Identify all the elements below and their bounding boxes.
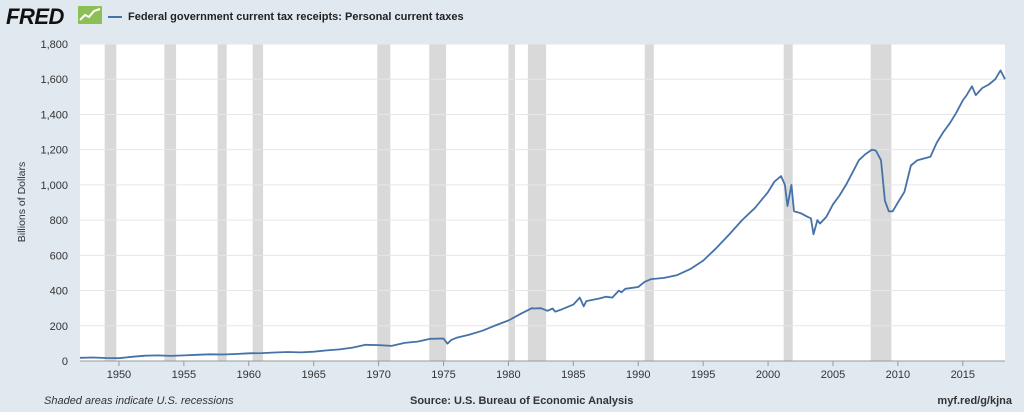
x-tick-label: 1995 — [691, 369, 715, 381]
recession-band — [377, 44, 391, 361]
logo-icon-line — [79, 8, 101, 21]
legend-series-label: Federal government current tax receipts:… — [128, 11, 464, 23]
recession-note: Shaded areas indicate U.S. recessions — [44, 395, 234, 407]
fred-logo-chart-icon — [78, 6, 102, 24]
x-tick-label: 1955 — [172, 369, 196, 381]
y-tick-label: 600 — [50, 250, 68, 262]
x-tick-label: 2000 — [756, 369, 780, 381]
recession-band — [527, 44, 547, 361]
x-tick-label: 1965 — [301, 369, 325, 381]
x-tick-label: 2015 — [951, 369, 975, 381]
y-tick-label: 1,600 — [40, 74, 68, 86]
series-line-personal-current-taxes[interactable] — [79, 69, 1006, 360]
y-tick-label: 1,800 — [40, 39, 68, 51]
x-tick-label: 1990 — [626, 369, 650, 381]
chart-header: FRED Federal government current tax rece… — [0, 0, 1024, 40]
y-tick-label: 200 — [50, 321, 68, 333]
x-axis-ticks: 1950 1955 1960 1965 1970 1975 1980 1985 1990 1995… — [107, 361, 975, 381]
recession-band — [644, 44, 654, 361]
recession-band — [508, 44, 515, 361]
x-tick-label: 1985 — [561, 369, 585, 381]
gridlines — [80, 43, 1005, 362]
x-tick-label: 1975 — [431, 369, 455, 381]
y-tick-label: 400 — [50, 286, 68, 298]
recession-band — [429, 44, 447, 361]
recession-band — [104, 44, 117, 361]
recession-band — [217, 44, 227, 361]
x-tick-label: 1970 — [366, 369, 390, 381]
recession-band — [252, 44, 264, 361]
y-axis-ticks: 0 200 400 600 800 1,000 1,200 1,400 1,600 1,800 — [40, 39, 68, 368]
x-tick-label: 1980 — [496, 369, 520, 381]
recession-band — [870, 44, 892, 361]
short-link[interactable]: myf.red/g/kjna — [937, 395, 1012, 407]
y-tick-label: 1,000 — [40, 180, 68, 192]
x-tick-label: 1950 — [107, 369, 131, 381]
line-chart: 0 200 400 600 800 1,000 1,200 1,400 1,600 1,800 1… — [16, 39, 1006, 381]
x-tick-label: 2005 — [821, 369, 845, 381]
y-tick-label: 0 — [62, 356, 68, 368]
recession-band — [164, 44, 177, 361]
y-tick-label: 800 — [50, 215, 68, 227]
y-tick-label: 1,200 — [40, 145, 68, 157]
legend-line-swatch — [108, 16, 122, 18]
source-note: Source: U.S. Bureau of Economic Analysis — [410, 395, 634, 407]
y-tick-label: 1,400 — [40, 109, 68, 121]
x-tick-label: 1960 — [237, 369, 261, 381]
fred-logo: FRED — [6, 4, 64, 29]
recession-shading — [104, 44, 892, 361]
chart-legend[interactable]: Federal government current tax receipts:… — [108, 11, 464, 23]
y-axis-title: Billions of Dollars — [16, 162, 28, 243]
x-tick-label: 2010 — [886, 369, 910, 381]
